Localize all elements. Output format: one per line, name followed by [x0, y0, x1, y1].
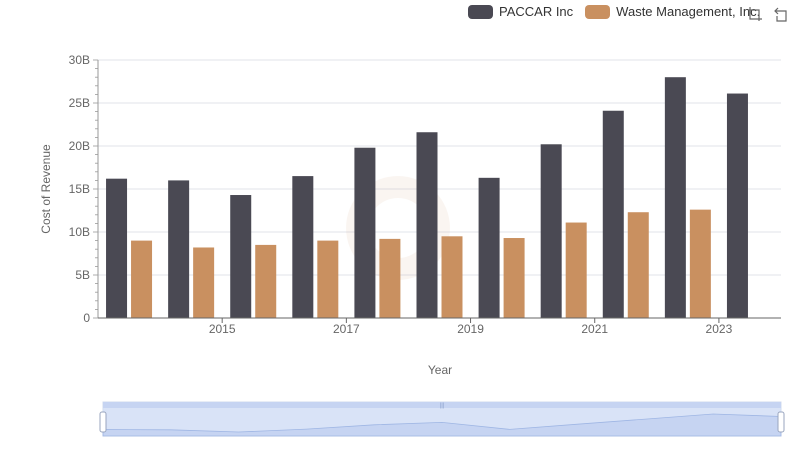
bar-paccar-2019[interactable] [416, 132, 438, 318]
bar-waste-management-2016[interactable] [255, 244, 277, 318]
bar-waste-management-2019[interactable] [441, 236, 463, 318]
slider-top-bar[interactable] [103, 402, 781, 408]
y-tick-label: 30B [69, 53, 90, 67]
legend-item-waste-management[interactable]: Waste Management, Inc. [585, 4, 760, 19]
legend-label-paccar: PACCAR Inc [499, 4, 574, 19]
bar-waste-management-2021[interactable] [565, 222, 587, 318]
legend-item-paccar[interactable]: PACCAR Inc [468, 4, 573, 19]
slider-grip-icon: ||| [440, 403, 445, 409]
bar-paccar-2017[interactable] [292, 176, 314, 318]
bar-paccar-2022[interactable] [602, 110, 624, 319]
x-tick-label: 2015 [209, 322, 236, 336]
restore-icon[interactable] [773, 6, 789, 22]
x-tick-label: 2019 [457, 322, 484, 336]
bar-waste-management-2014[interactable] [131, 240, 153, 318]
slider-preview [102, 413, 782, 437]
bar-paccar-2016[interactable] [230, 195, 252, 318]
bar-paccar-2024[interactable] [726, 93, 748, 318]
y-tick-label: 0 [83, 311, 90, 325]
axes: 0 5B 10B 15B 20B 25B 30B 2015 2017 2019 2021 2023 [69, 53, 781, 336]
x-tick-label: 2023 [706, 322, 733, 336]
legend: PACCAR Inc Waste Management, Inc. [468, 4, 772, 19]
bar-paccar-2014[interactable] [106, 178, 128, 318]
y-tick-label: 15B [69, 182, 90, 196]
bar-paccar-2018[interactable] [354, 147, 376, 318]
legend-label-waste-management: Waste Management, Inc. [616, 4, 761, 19]
bar-waste-management-2022[interactable] [627, 212, 649, 318]
bar-waste-management-2017[interactable] [317, 240, 339, 318]
x-axis-title: Year [428, 363, 452, 377]
legend-swatch-waste-management [585, 4, 611, 19]
bar-waste-management-2023[interactable] [689, 209, 711, 318]
bar-waste-management-2020[interactable] [503, 238, 525, 318]
bar-paccar-2020[interactable] [478, 177, 500, 318]
y-axis-title: Cost of Revenue [39, 144, 53, 234]
bar-paccar-2021[interactable] [540, 144, 562, 318]
zoom-icon[interactable] [747, 6, 763, 22]
y-tick-label: 5B [75, 268, 90, 282]
y-tick-label: 10B [69, 225, 90, 239]
slider-right-handle[interactable] [777, 411, 785, 433]
x-tick-label: 2021 [581, 322, 608, 336]
y-tick-label: 20B [69, 139, 90, 153]
x-tick-label: 2017 [333, 322, 360, 336]
slider-left-handle[interactable] [99, 411, 107, 433]
bars [106, 77, 748, 319]
data-zoom-slider[interactable]: ||| [99, 401, 785, 437]
y-tick-label: 25B [69, 96, 90, 110]
bar-paccar-2023[interactable] [664, 77, 686, 318]
bar-paccar-2015[interactable] [168, 180, 190, 318]
legend-swatch-paccar [468, 4, 493, 19]
bar-waste-management-2015[interactable] [193, 247, 215, 318]
bar-waste-management-2018[interactable] [379, 238, 401, 318]
